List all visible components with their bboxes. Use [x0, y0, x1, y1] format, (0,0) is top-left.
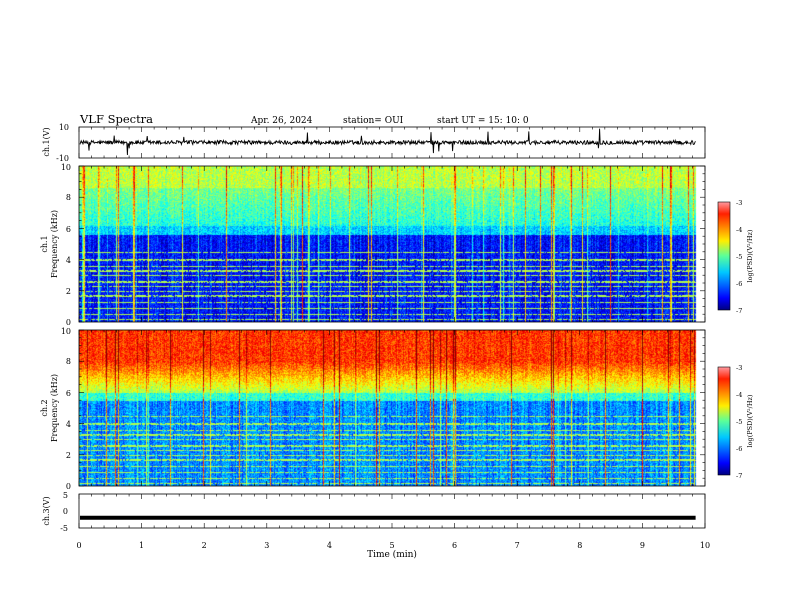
time-tick-label: 10 — [700, 541, 710, 550]
ch3-ytick-bottom: -5 — [60, 524, 68, 533]
ch1-spectrogram-ticks — [78, 165, 706, 323]
ch1-freq-tick-2: 2 — [66, 287, 71, 296]
ch1-colorbar-gradient — [717, 201, 731, 311]
ch1-spectrogram-image — [79, 166, 705, 322]
ch2-colorbar: -3 -4 -5 -6 -7 log(PSD)(V²/Hz) — [717, 364, 754, 480]
ch1-colorbar-tick-m4: -4 — [736, 226, 742, 234]
ch1-waveform-trace — [79, 128, 696, 156]
ch2-spectrogram-panel: 0 2 4 6 8 10 ch.2 Frequency (kHz) — [40, 327, 706, 491]
ch1-freq-tick-0: 0 — [66, 318, 71, 327]
time-tick-label: 6 — [452, 541, 457, 550]
ch1-colorbar-label: log(PSD)(V²/Hz) — [746, 229, 754, 282]
ch1-colorbar-tick-m6: -6 — [736, 280, 742, 288]
date-label: Apr. 26, 2024 — [250, 116, 313, 126]
ch2-spectrogram-ticks — [78, 329, 706, 487]
ch2-freq-tick-0: 0 — [66, 482, 71, 491]
ch3-ytick-top: 5 — [63, 491, 68, 500]
ch2-colorbar-tick-m5: -5 — [736, 418, 742, 426]
figure-title: VLF Spectra — [79, 112, 153, 126]
ch2-spectrogram-image — [79, 330, 705, 486]
ch2-colorbar-gradient — [717, 366, 731, 476]
time-axis-label: Time (min) — [367, 549, 417, 560]
ch1-ytick-top: 10 — [59, 123, 69, 132]
ch1-ytick-bottom: -10 — [56, 154, 69, 163]
ch3-waveform-panel: 5 0 -5 ch.3(V) — [42, 491, 706, 533]
ch1-channel-label: ch.1 — [40, 235, 49, 252]
ch1-freq-tick-8: 8 — [66, 193, 71, 202]
ch1-spectrogram-panel: 0 2 4 6 8 10 ch.1 Frequency (kHz) — [40, 163, 706, 327]
ch3-waveform-ticks — [78, 494, 706, 528]
ch2-colorbar-label: log(PSD)(V²/Hz) — [746, 394, 754, 447]
time-tick-label: 7 — [515, 541, 520, 550]
ch1-freq-tick-4: 4 — [66, 256, 71, 265]
ch2-channel-label: ch.2 — [40, 399, 49, 416]
ch3-waveform-frame — [78, 493, 706, 529]
time-tick-label: 1 — [139, 541, 144, 550]
time-tick-label: 8 — [577, 541, 582, 550]
start-time-label: start UT = 15: 10: 0 — [437, 116, 529, 126]
ch1-waveform-ticks — [78, 127, 706, 158]
ch1-waveform-panel: 10 -10 ch.1(V) — [42, 123, 706, 163]
time-tick-label: 9 — [640, 541, 645, 550]
ch2-freq-tick-2: 2 — [66, 451, 71, 460]
ch2-colorbar-tick-m7: -7 — [736, 472, 742, 480]
ch2-freq-tick-6: 6 — [66, 389, 71, 398]
time-tick-label: 2 — [202, 541, 207, 550]
ch2-colorbar-tick-m6: -6 — [736, 445, 742, 453]
time-tick-label: 5 — [389, 541, 394, 550]
time-axis-tick-labels: 0 1 2 3 4 5 6 7 8 9 10 — [76, 541, 710, 550]
ch3-waveform-ylabel: ch.3(V) — [42, 496, 51, 525]
ch2-freq-tick-4: 4 — [66, 420, 71, 429]
ch2-freq-tick-8: 8 — [66, 357, 71, 366]
ch1-freq-tick-6: 6 — [66, 225, 71, 234]
time-tick-label: 4 — [327, 541, 332, 550]
ch3-ytick-mid: 0 — [63, 507, 68, 516]
ch2-colorbar-tick-m4: -4 — [736, 391, 742, 399]
ch1-colorbar: -3 -4 -5 -6 -7 log(PSD)(V²/Hz) — [717, 199, 754, 315]
ch1-colorbar-tick-m3: -3 — [736, 199, 742, 207]
ch2-colorbar-tick-m3: -3 — [736, 364, 742, 372]
ch1-frequency-axis-label: Frequency (kHz) — [50, 210, 59, 278]
ch1-colorbar-tick-m7: -7 — [736, 307, 742, 315]
ch1-colorbar-tick-m5: -5 — [736, 253, 742, 261]
station-label: station= OUI — [343, 116, 404, 126]
time-tick-label: 3 — [264, 541, 269, 550]
ch1-freq-tick-10: 10 — [61, 163, 71, 172]
ch1-waveform-ylabel: ch.1(V) — [42, 127, 51, 156]
ch2-frequency-axis-label: Frequency (kHz) — [50, 374, 59, 442]
ch2-freq-tick-10: 10 — [61, 327, 71, 336]
time-tick-label: 0 — [76, 541, 81, 550]
